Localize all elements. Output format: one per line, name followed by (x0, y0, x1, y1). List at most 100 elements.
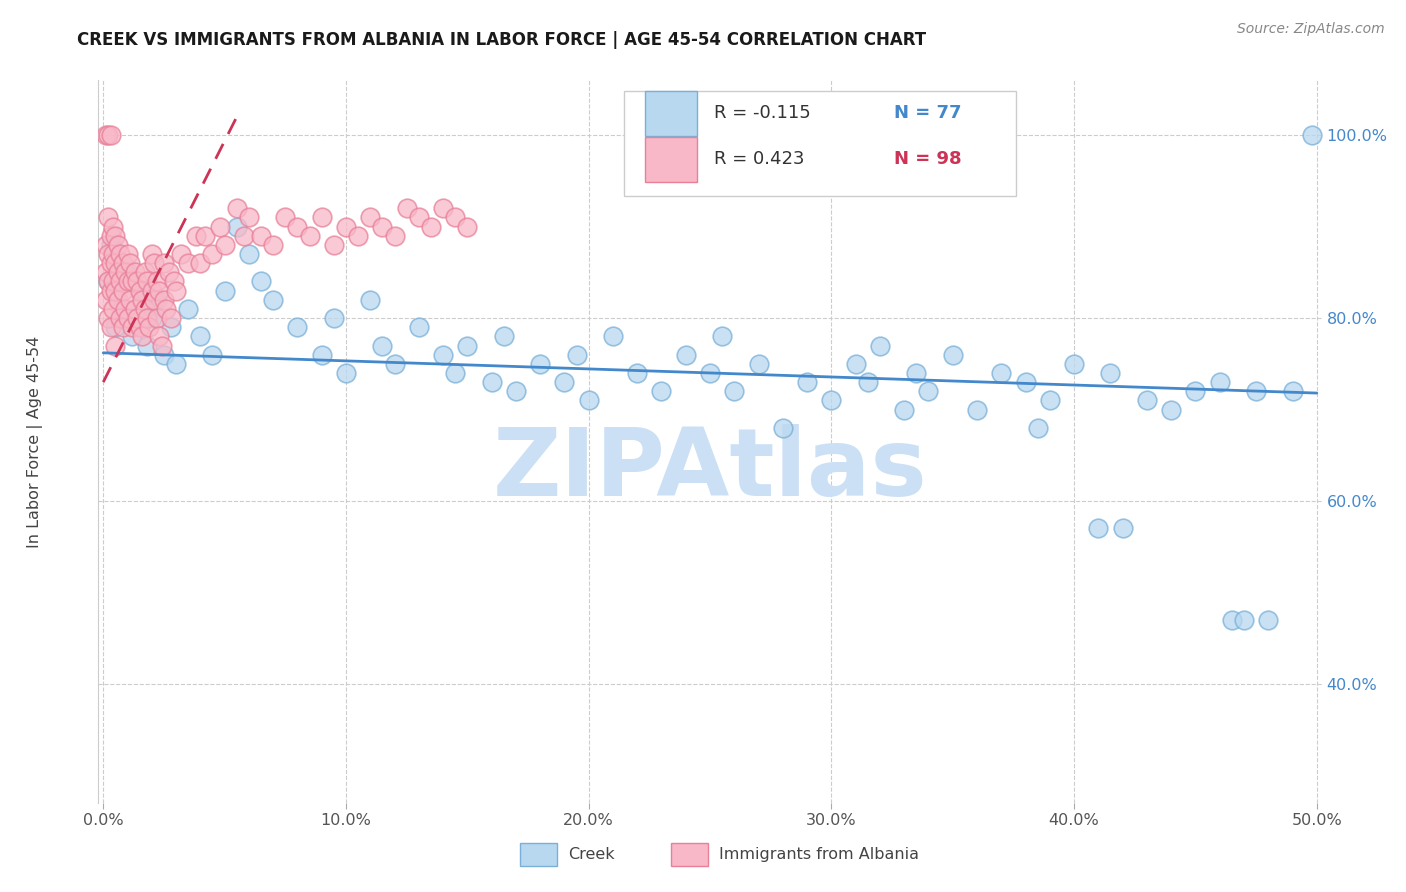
Point (177, 256, 200, 270)
Point (905, 366, 928, 380)
Point (444, 366, 467, 380)
Point (626, 366, 648, 380)
Text: R = 0.423: R = 0.423 (714, 151, 804, 169)
Point (104, 284, 127, 298)
Point (128, 320, 150, 334)
Point (101, 301, 124, 316)
Point (942, 348, 965, 362)
Point (97, 247, 120, 261)
Point (384, 228, 406, 243)
Point (100, 228, 122, 243)
Point (94, 128, 117, 143)
Point (322, 238, 344, 252)
Point (1257, 613, 1279, 627)
Point (131, 293, 153, 307)
Text: ZIPAtlas: ZIPAtlas (492, 425, 928, 516)
Point (311, 348, 333, 362)
Point (432, 202, 454, 216)
Point (114, 301, 136, 316)
Point (150, 338, 173, 352)
Point (481, 375, 503, 389)
FancyBboxPatch shape (645, 137, 696, 182)
Point (114, 265, 136, 279)
Point (134, 301, 156, 316)
Point (335, 219, 357, 234)
Point (111, 311, 134, 326)
Point (711, 329, 734, 343)
Point (117, 247, 139, 261)
Point (1026, 421, 1049, 435)
Text: Source: ZipAtlas.com: Source: ZipAtlas.com (1237, 22, 1385, 37)
Point (505, 384, 527, 399)
Point (101, 247, 124, 261)
Point (138, 320, 160, 334)
Text: Creek: Creek (568, 847, 614, 862)
Point (208, 219, 231, 234)
Point (110, 311, 132, 326)
Point (845, 357, 868, 371)
Point (148, 284, 170, 298)
Point (359, 293, 381, 307)
Point (419, 219, 441, 234)
Point (262, 293, 284, 307)
Point (796, 375, 818, 389)
FancyBboxPatch shape (624, 91, 1015, 196)
Point (384, 357, 406, 371)
Point (322, 311, 344, 326)
Point (97, 311, 120, 326)
Point (143, 293, 166, 307)
Point (408, 211, 430, 225)
Point (121, 320, 143, 334)
Point (1014, 375, 1036, 389)
Point (107, 238, 129, 252)
Y-axis label: In Labor Force | Age 45-54: In Labor Force | Age 45-54 (27, 335, 42, 548)
Point (565, 348, 588, 362)
Point (250, 228, 273, 243)
Point (529, 357, 551, 371)
Point (97, 211, 120, 225)
Point (699, 366, 721, 380)
Point (104, 338, 127, 352)
Point (141, 284, 163, 298)
Point (233, 228, 256, 243)
Point (917, 384, 939, 399)
Point (371, 338, 394, 352)
Point (107, 265, 129, 279)
Point (100, 320, 122, 334)
Point (124, 301, 146, 316)
Point (155, 301, 177, 316)
Point (145, 293, 167, 307)
Point (145, 311, 167, 326)
Point (287, 219, 309, 234)
Point (145, 275, 167, 289)
FancyBboxPatch shape (520, 843, 557, 865)
Point (492, 329, 515, 343)
Point (121, 329, 143, 343)
Point (650, 384, 672, 399)
Point (820, 393, 842, 408)
FancyBboxPatch shape (671, 843, 707, 865)
Point (165, 284, 187, 298)
Point (1136, 393, 1159, 408)
Point (335, 366, 357, 380)
Point (274, 211, 297, 225)
Point (94, 265, 117, 279)
Point (578, 393, 600, 408)
Point (1039, 393, 1062, 408)
Point (432, 348, 454, 362)
FancyBboxPatch shape (645, 91, 696, 136)
Point (1233, 613, 1256, 627)
Point (1087, 521, 1109, 535)
Point (408, 320, 430, 334)
Point (177, 301, 200, 316)
Point (141, 311, 163, 326)
Point (165, 357, 187, 371)
Point (262, 238, 284, 252)
Point (100, 238, 122, 252)
Point (170, 247, 193, 261)
Point (127, 311, 149, 326)
Text: N = 77: N = 77 (894, 104, 962, 122)
Point (136, 311, 159, 326)
Point (111, 320, 134, 334)
Point (990, 366, 1012, 380)
